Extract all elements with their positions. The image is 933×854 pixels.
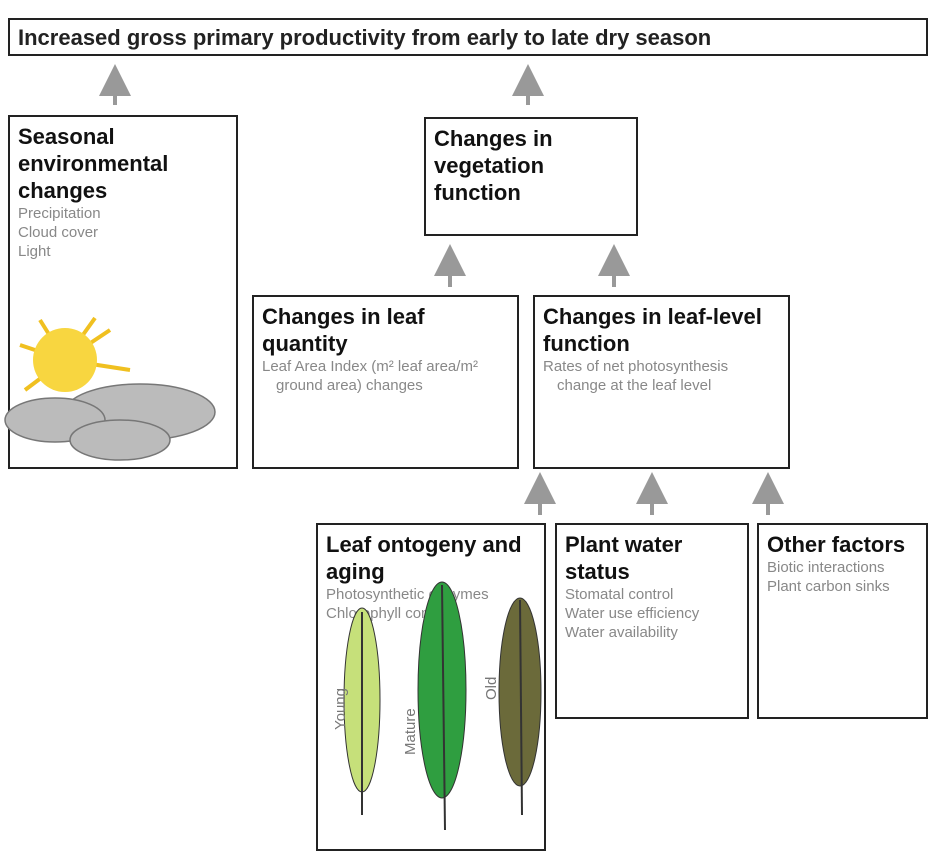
node-item: Cloud cover [18,223,228,242]
node-box: Changes in vegetation function [424,117,638,236]
outcome-title: Increased gross primary productivity fro… [18,25,711,50]
node-item: Photosynthetic enzymes [326,585,536,604]
node-item: Biotic interactions [767,558,918,577]
node-title: Seasonal environmental changes [18,123,228,204]
node-title: Other factors [767,531,918,558]
node-title: Changes in vegetation function [434,125,628,206]
node-item: Rates of net photosynthesis change at th… [543,357,780,395]
node-item: Leaf Area Index (m² leaf area/m² ground … [262,357,509,395]
node-item: Light [18,242,228,261]
node-title: Changes in leaf quantity [262,303,509,357]
node-item: Plant carbon sinks [767,577,918,596]
node-title: Changes in leaf-level function [543,303,780,357]
node-item: Water use efficiency [565,604,739,623]
node-item: Stomatal control [565,585,739,604]
node-item: Chlorophyll content [326,604,536,623]
page: Increased gross primary productivity fro… [0,0,933,854]
node-item: Water availability [565,623,739,642]
node-title: Leaf ontogeny and aging [326,531,536,585]
node-item: Precipitation [18,204,228,223]
outcome-box: Increased gross primary productivity fro… [8,18,928,56]
node-title: Plant water status [565,531,739,585]
